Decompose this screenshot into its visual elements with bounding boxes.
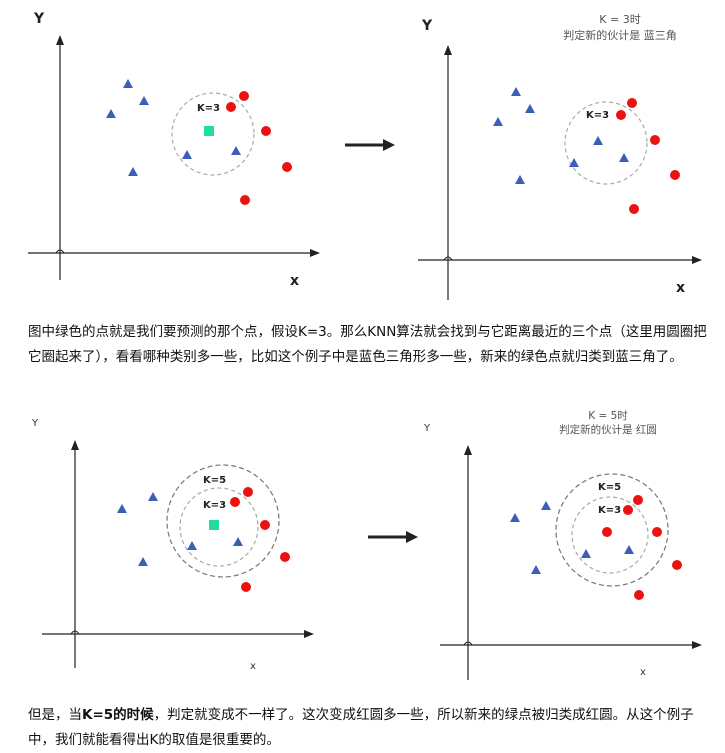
k3-label: K=3 xyxy=(197,103,220,114)
knn-scatter-bottom-left: Y x K=5 K=3 xyxy=(31,418,314,672)
red-circle xyxy=(652,527,662,537)
transition-arrow-top xyxy=(345,139,395,151)
blue-triangle xyxy=(515,175,525,184)
red-circle xyxy=(260,520,270,530)
red-circle xyxy=(239,91,249,101)
red-circle xyxy=(243,487,253,497)
k3-circle xyxy=(179,487,259,567)
red-circle xyxy=(672,560,682,570)
panel-top-left: Y x K=3 xyxy=(20,5,330,295)
red-circle xyxy=(602,527,612,537)
red-circle xyxy=(230,497,240,507)
blue-triangle xyxy=(511,87,521,96)
red-circle xyxy=(623,505,633,515)
k3-circle xyxy=(564,101,648,185)
k3-circle xyxy=(171,92,255,176)
x-axis-label: x xyxy=(250,661,256,672)
blue-triangle xyxy=(569,158,579,167)
y-axis-arrowhead xyxy=(444,45,452,55)
red-circle xyxy=(633,495,643,505)
k3-circle xyxy=(571,496,649,574)
red-circle xyxy=(629,204,639,214)
transition-arrow-bottom xyxy=(368,531,418,543)
y-axis-arrowhead xyxy=(56,35,64,45)
blue-triangle xyxy=(123,79,133,88)
paragraph-2-after: ，判定就变成不一样了。这次变成红圆多一些，所以新来的绿点被归类成红圆。从这个例子… xyxy=(28,707,694,748)
knn-scatter-bottom-right: K = 5时 判定新的伙计是 红圆 Y x K=5 K=3 xyxy=(423,410,702,680)
red-circle xyxy=(634,590,644,600)
x-axis-label: x xyxy=(290,273,299,289)
x-axis-arrowhead xyxy=(692,641,702,649)
y-axis-label: Y xyxy=(31,418,39,429)
knn-scatter-top-left: Y x K=3 xyxy=(28,11,320,289)
blue-triangle xyxy=(148,492,158,501)
panel-top-right: K = 3时 判定新的伙计是 蓝三角 Y x K=3 xyxy=(410,5,715,305)
blue-triangle xyxy=(624,545,634,554)
blue-triangle xyxy=(138,557,148,566)
y-axis-label: Y xyxy=(33,11,45,27)
red-circle xyxy=(616,110,626,120)
k3-label: K=3 xyxy=(203,500,226,511)
x-axis-arrowhead xyxy=(310,249,320,257)
axis-origin-hop xyxy=(70,630,80,635)
red-circle xyxy=(226,102,236,112)
x-axis-arrowhead xyxy=(692,256,702,264)
blue-triangle xyxy=(139,96,149,105)
y-axis-arrowhead xyxy=(464,445,472,455)
red-circle xyxy=(650,135,660,145)
paragraph-2-bold: K=5的时候 xyxy=(82,707,154,723)
red-circle xyxy=(261,126,271,136)
blue-triangle xyxy=(541,501,551,510)
k3-label: K=3 xyxy=(586,110,609,121)
y-axis-label: Y xyxy=(421,18,433,34)
paragraph-2-before: 但是，当 xyxy=(28,707,82,723)
knn-scatter-top-right: K = 3时 判定新的伙计是 蓝三角 Y x K=3 xyxy=(418,13,702,300)
blue-triangle xyxy=(117,504,127,513)
blue-triangle xyxy=(233,537,243,546)
red-circle xyxy=(241,582,251,592)
x-axis-label: x xyxy=(640,667,646,678)
red-circle xyxy=(280,552,290,562)
red-circle xyxy=(240,195,250,205)
blue-triangle xyxy=(187,541,197,550)
k5-label: K=5 xyxy=(598,482,621,493)
blue-triangle xyxy=(182,150,192,159)
caption-line-1: K = 3时 xyxy=(599,13,640,26)
y-axis-arrowhead xyxy=(71,440,79,450)
blue-triangle xyxy=(593,136,603,145)
caption-line-2: 判定新的伙计是 红圆 xyxy=(559,423,657,436)
new-point-green-square xyxy=(204,126,214,136)
axis-origin-hop xyxy=(463,641,473,646)
explanation-paragraph-2: 但是，当K=5的时候，判定就变成不一样了。这次变成红圆多一些，所以新来的绿点被归… xyxy=(28,703,710,753)
explanation-paragraph-1: 图中绿色的点就是我们要预测的那个点，假设K=3。那么KNN算法就会找到与它距离最… xyxy=(28,324,707,365)
blue-triangle xyxy=(231,146,241,155)
blue-triangle xyxy=(619,153,629,162)
blue-triangle xyxy=(581,549,591,558)
panel-bottom-right: K = 5时 判定新的伙计是 红圆 Y x K=5 K=3 xyxy=(410,405,715,685)
red-circle xyxy=(627,98,637,108)
y-axis-label: Y xyxy=(423,423,431,434)
k3-label: K=3 xyxy=(598,505,621,516)
new-point-green-square xyxy=(209,520,219,530)
blue-triangle xyxy=(510,513,520,522)
blue-triangle xyxy=(106,109,116,118)
caption-line-1: K = 5时 xyxy=(588,410,628,422)
blue-triangle xyxy=(531,565,541,574)
caption-line-2: 判定新的伙计是 蓝三角 xyxy=(563,28,677,42)
x-axis-label: x xyxy=(676,280,685,296)
blue-triangle xyxy=(525,104,535,113)
k5-circle xyxy=(166,464,280,578)
panel-bottom-left: Y x K=5 K=3 xyxy=(20,410,330,675)
k5-label: K=5 xyxy=(203,475,226,486)
axis-origin-hop xyxy=(443,256,453,261)
red-circle xyxy=(282,162,292,172)
axis-origin-hop xyxy=(55,249,65,254)
x-axis-arrowhead xyxy=(304,630,314,638)
blue-triangle xyxy=(493,117,503,126)
red-circle xyxy=(670,170,680,180)
blue-triangle xyxy=(128,167,138,176)
k5-circle xyxy=(555,473,669,587)
